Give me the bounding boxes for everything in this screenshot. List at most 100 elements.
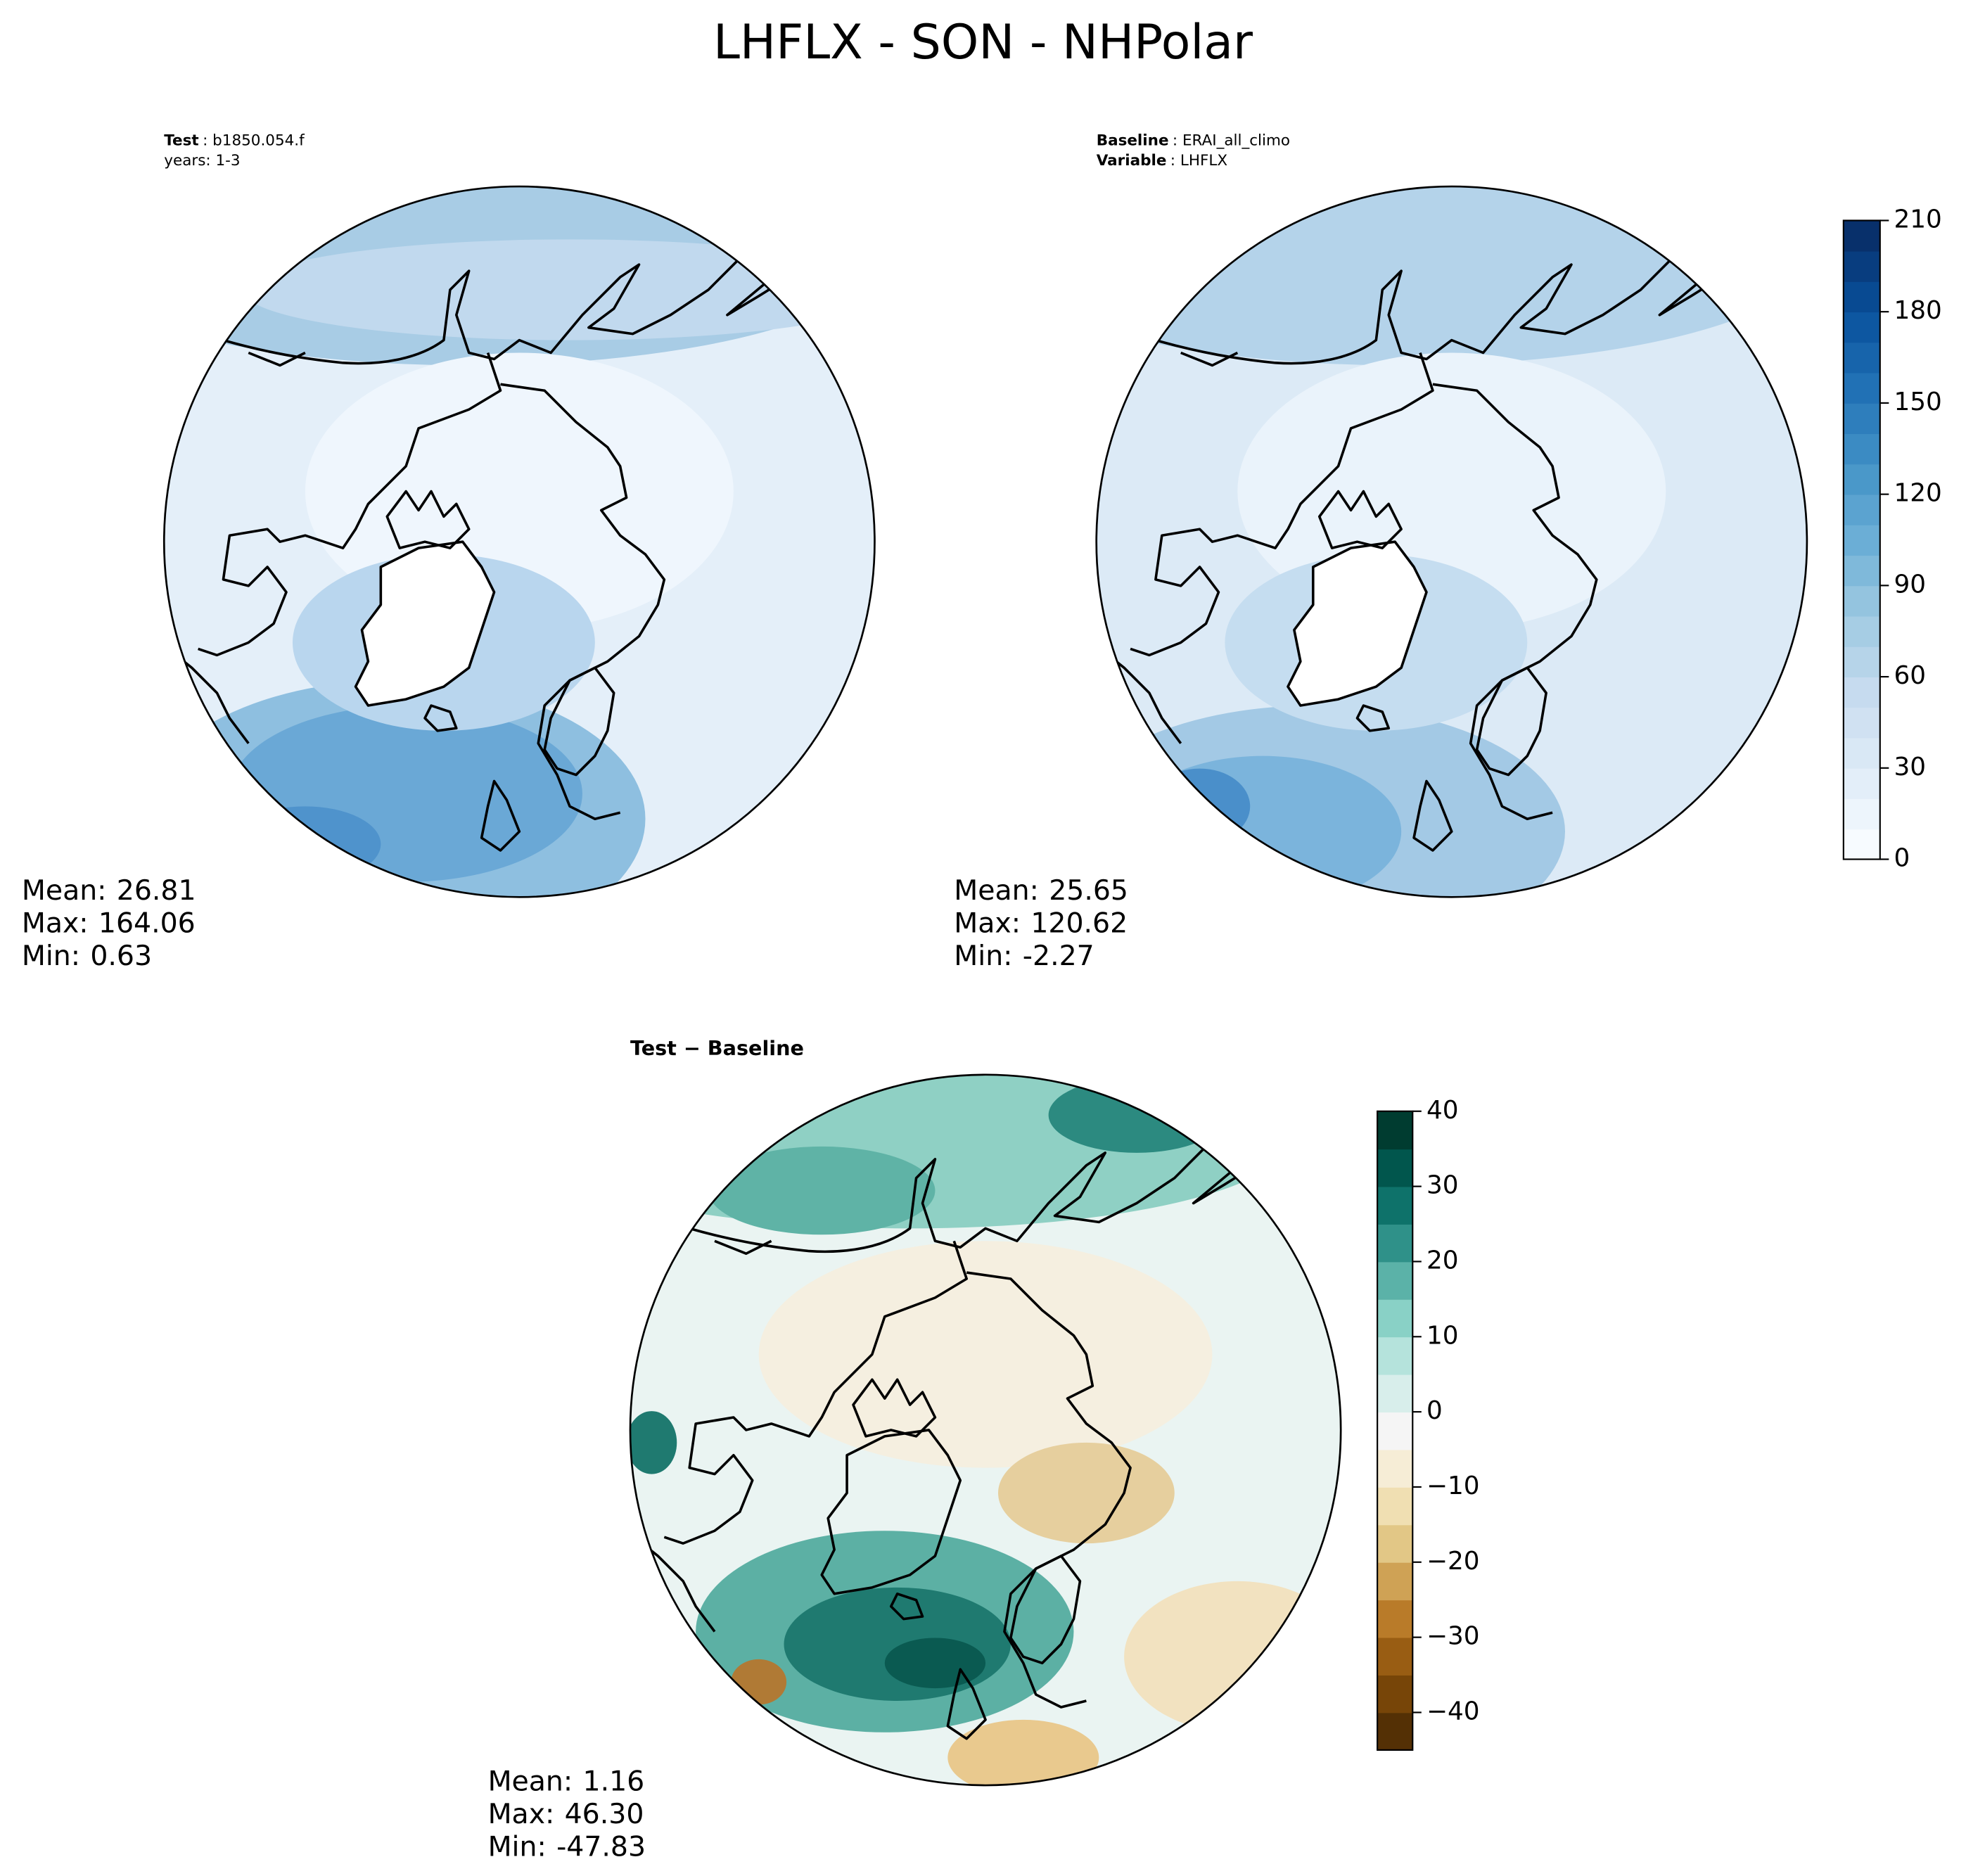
- colorbar-band: [1843, 494, 1880, 525]
- map-panel: [629, 1073, 1342, 1787]
- colorbar-band: [1377, 1261, 1413, 1300]
- colorbar-tick-label: −20: [1426, 1547, 1480, 1576]
- colorbar-band: [1377, 1600, 1413, 1638]
- colorbar-frame: [1842, 219, 1881, 860]
- colorbar-tick-label: −40: [1426, 1697, 1480, 1725]
- colorbar-tick-label: 0: [1426, 1396, 1443, 1425]
- colorbar-tick-label: 10: [1426, 1321, 1459, 1350]
- colorbar-tick-label: 20: [1426, 1246, 1459, 1275]
- map-panel: [1095, 185, 1808, 898]
- colorbar-band: [1843, 615, 1880, 647]
- stat-name: Mean:: [488, 1765, 573, 1797]
- colorbar-band: [1377, 1637, 1413, 1676]
- colorbar-tick-label: 150: [1894, 388, 1941, 416]
- panel-header: years: 1-3: [164, 152, 240, 170]
- colorbar-band: [1843, 707, 1880, 739]
- stat-value: 0.63: [90, 940, 152, 972]
- stat: Max: 120.62: [954, 907, 1128, 939]
- colorbar-band: [1843, 372, 1880, 404]
- colorbar-band: [1377, 1374, 1413, 1413]
- stat: Min: -47.83: [488, 1830, 646, 1863]
- stat: Min: 0.63: [22, 940, 152, 972]
- colorbar-tick-label: 90: [1894, 570, 1926, 599]
- colorbar-band: [1377, 1412, 1413, 1450]
- panel-header-key: Test − Baseline: [630, 1036, 804, 1060]
- panel-header: Variable: LHFLX: [1097, 152, 1228, 170]
- colorbar-band: [1377, 1336, 1413, 1375]
- colorbar-band: [1843, 312, 1880, 343]
- stat-name: Min:: [954, 940, 1012, 972]
- stat-value: 26.81: [117, 874, 196, 907]
- stat: Mean: 26.81: [22, 874, 196, 907]
- stat-value: -2.27: [1023, 940, 1094, 972]
- panel-header-text: : LHFLX: [1170, 152, 1228, 170]
- colorbar-band: [1377, 1224, 1413, 1263]
- stat: Max: 164.06: [22, 907, 196, 939]
- colorbar-band: [1843, 798, 1880, 830]
- panel-header-key: Baseline: [1097, 132, 1169, 150]
- colorbar-band: [1843, 250, 1880, 282]
- panel-header-text: years: 1-3: [164, 152, 240, 170]
- stat-value: 120.62: [1030, 907, 1128, 939]
- stat: Min: -2.27: [954, 940, 1094, 972]
- colorbar-band: [1377, 1486, 1413, 1526]
- colorbar-tick-label: 40: [1426, 1096, 1459, 1125]
- panel-header: Baseline: ERAI_all_climo: [1097, 132, 1290, 150]
- colorbar-tick-label: 30: [1426, 1171, 1459, 1200]
- stat: Mean: 1.16: [488, 1765, 645, 1797]
- colorbar-band: [1377, 1298, 1413, 1338]
- stat-name: Min:: [488, 1830, 547, 1863]
- colorbar-band: [1843, 585, 1880, 617]
- panel-header-key: Variable: [1097, 152, 1167, 170]
- panel-header-text: : b1850.054.f: [203, 132, 305, 150]
- colorbar-band: [1843, 342, 1880, 374]
- stat-value: -47.83: [556, 1830, 646, 1863]
- stat-value: 164.06: [98, 907, 196, 939]
- stat: Mean: 25.65: [954, 874, 1128, 907]
- colorbar-band: [1377, 1186, 1413, 1225]
- colorbar-tick-label: 0: [1894, 844, 1910, 873]
- stat-value: 25.65: [1049, 874, 1128, 907]
- colorbar-band: [1843, 524, 1880, 556]
- colorbar-band: [1843, 737, 1880, 769]
- colorbar-tick-label: −10: [1426, 1472, 1480, 1500]
- colorbar-band: [1377, 1449, 1413, 1488]
- panel-header-text: : ERAI_all_climo: [1173, 132, 1290, 150]
- colorbar-band: [1843, 767, 1880, 799]
- colorbar-band: [1843, 281, 1880, 313]
- colorbar-band: [1843, 464, 1880, 495]
- colorbar-tick-label: 30: [1894, 753, 1926, 781]
- colorbar-tick-label: −30: [1426, 1622, 1480, 1651]
- colorbar-band: [1377, 1675, 1413, 1714]
- stat-name: Mean:: [22, 874, 107, 907]
- colorbar-band: [1843, 555, 1880, 587]
- stat-name: Mean:: [954, 874, 1039, 907]
- figure-title: LHFLX - SON - NHPolar: [713, 15, 1253, 70]
- colorbar-tick-label: 210: [1894, 205, 1941, 234]
- stat-name: Max:: [22, 907, 89, 939]
- colorbar-band: [1377, 1111, 1413, 1150]
- panel-header: Test: b1850.054.f: [164, 132, 305, 150]
- colorbar-frame: [1377, 1110, 1414, 1751]
- colorbar-band: [1843, 829, 1880, 860]
- stat-name: Max:: [954, 907, 1021, 939]
- colorbar-band: [1843, 433, 1880, 465]
- stat-value: 1.16: [583, 1765, 645, 1797]
- stat: Max: 46.30: [488, 1798, 644, 1830]
- colorbar-tick-label: 60: [1894, 661, 1926, 690]
- colorbar-tick-label: 180: [1894, 296, 1941, 325]
- colorbar-band: [1843, 402, 1880, 435]
- colorbar-band: [1377, 1562, 1413, 1601]
- colorbar-tick-label: 120: [1894, 479, 1941, 508]
- colorbar-band: [1377, 1149, 1413, 1187]
- colorbar-band: [1843, 646, 1880, 677]
- stat-name: Max:: [488, 1798, 555, 1830]
- colorbar-band: [1843, 220, 1880, 252]
- colorbar-band: [1377, 1712, 1413, 1751]
- colorbar-band: [1377, 1524, 1413, 1563]
- colorbar-band: [1843, 677, 1880, 708]
- stat-name: Min:: [22, 940, 80, 972]
- stat-value: 46.30: [565, 1798, 644, 1830]
